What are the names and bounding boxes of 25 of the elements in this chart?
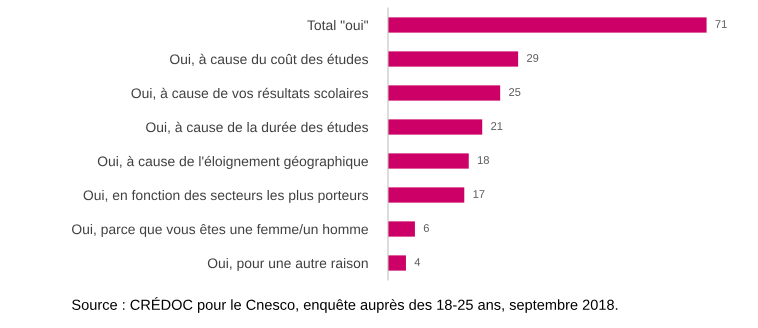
y-tick-label: Oui, à cause du coût des études xyxy=(170,54,368,66)
y-tick-label: Oui, à cause de la durée des études xyxy=(146,122,368,134)
bar xyxy=(388,221,415,237)
data-label: 17 xyxy=(473,190,484,198)
data-label: 21 xyxy=(491,122,502,130)
data-label: 25 xyxy=(509,88,520,96)
bar xyxy=(388,85,500,101)
y-tick-label: Oui, en fonction des secteurs les plus porteurs xyxy=(84,190,368,203)
data-label: 29 xyxy=(527,54,538,62)
bar xyxy=(388,119,482,135)
data-label: 6 xyxy=(424,224,429,232)
y-tick-label: Oui, parce que vous êtes une femme/un homme xyxy=(72,224,368,237)
bar xyxy=(388,51,518,67)
y-tick-label: Total "oui" xyxy=(307,20,368,30)
bar xyxy=(388,187,464,203)
bar xyxy=(388,17,707,33)
y-tick-label: Oui, à cause de vos résultats scolaires xyxy=(131,88,368,100)
y-tick-label: Oui, pour une autre raison xyxy=(208,258,368,271)
data-label: 4 xyxy=(414,258,420,266)
bar xyxy=(388,153,469,169)
bar xyxy=(388,255,406,271)
source-note: Source : CRÉDOC pour le Cnesco, enquête auprès des 18-25 ans, septembre 2018. xyxy=(72,297,618,313)
y-tick-label: Oui, à cause de l'éloignement géographique xyxy=(98,156,368,169)
data-label: 71 xyxy=(715,20,727,28)
data-label: 18 xyxy=(478,156,489,164)
